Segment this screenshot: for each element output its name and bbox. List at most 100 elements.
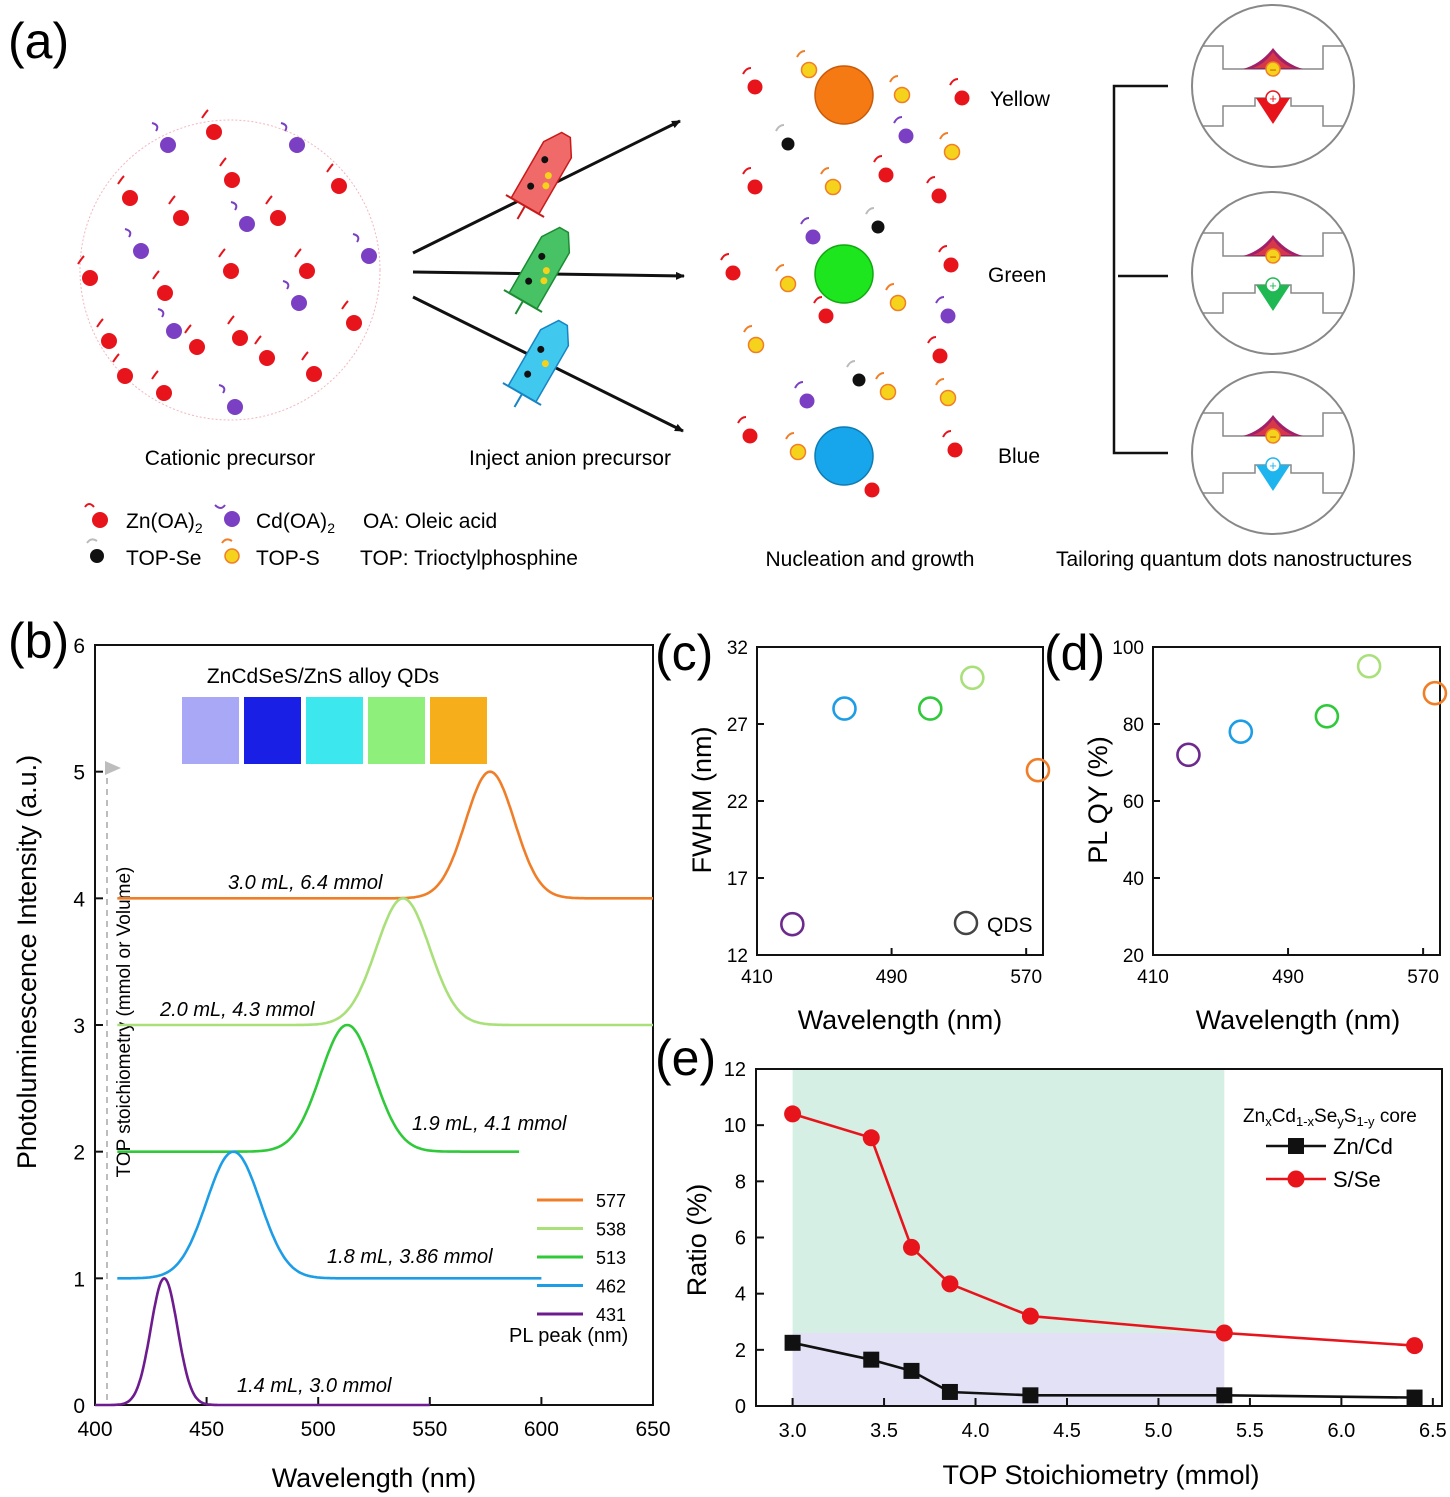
x-tick-label: 410: [1137, 967, 1169, 988]
hole-wavefunction-icon: [1256, 465, 1290, 491]
legend-title-part: 1-x: [1296, 1114, 1315, 1129]
x-tick-label: 570: [1010, 967, 1042, 988]
zn-precursor-icon: [270, 210, 286, 226]
top-s-molecule-icon: [939, 389, 957, 407]
pl-curve-577: [117, 770, 653, 900]
top-s-molecule-icon: [789, 443, 807, 461]
panel-d-axes: 410 490 570 20 40 60 80 100: [1112, 638, 1439, 988]
series-marker: [1406, 1389, 1423, 1406]
panel-a-label: (a): [8, 13, 69, 69]
ligand-tail-icon: [846, 360, 856, 368]
vial-swatch: [182, 697, 239, 764]
zn-precursor-icon: [101, 333, 117, 349]
y-tick-label: 12: [727, 946, 748, 967]
syringe-green-icon: [503, 226, 571, 315]
ligand-tail-icon: [117, 175, 125, 185]
x-tick-label: 400: [77, 1418, 112, 1441]
top-se-molecule-icon: [852, 373, 866, 387]
zn-precursor-icon: [82, 270, 98, 286]
electron-icon: [1265, 428, 1281, 444]
cd-precursor-icon: [133, 243, 149, 259]
ligand-tail-icon: [326, 163, 334, 173]
pl-curve-513: [117, 1023, 520, 1153]
curve-annotation-513: 1.9 mL, 4.1 mmol: [412, 1113, 567, 1135]
legend-label: Zn/Cd: [1333, 1134, 1393, 1159]
cd-precursor-icon: [289, 137, 305, 153]
top-se-molecule-icon: [781, 137, 795, 151]
ligand-tail-icon: [96, 318, 104, 328]
cd-molecule-icon: [805, 229, 821, 245]
y-tick-label: 8: [735, 1171, 746, 1193]
ligand-tail-icon: [893, 116, 903, 124]
y-tick-label: 20: [1123, 946, 1144, 967]
y-tick-label: 5: [73, 762, 85, 785]
legend-top-se: TOP-Se: [126, 547, 201, 570]
zn-precursor-icon: [157, 285, 173, 301]
electron-icon: [1265, 61, 1281, 77]
ligand-tail-icon: [938, 245, 948, 253]
ligand-tail-icon: [865, 207, 875, 215]
series-marker: [784, 1105, 802, 1123]
electron-wavefunction-icon: [1253, 52, 1293, 68]
curve-annotation-462: 1.8 mL, 3.86 mmol: [327, 1246, 493, 1268]
top-s-molecule-icon: [893, 86, 911, 104]
y-tick-label: 40: [1123, 869, 1144, 890]
yellow-qd-icon: [814, 65, 874, 125]
legend-title-part: 1-y: [1356, 1114, 1375, 1129]
series-marker: [1216, 1387, 1233, 1404]
series-marker: [941, 1383, 958, 1400]
cd-molecule-icon: [940, 308, 956, 324]
panel-d: (d) 410 490 570 20 40 60 80 100 PL QY (%) Wavel…: [1044, 625, 1448, 1035]
panel-b-title: ZnCdSeS/ZnS alloy QDs: [207, 665, 439, 688]
minus-symbol: −: [1269, 63, 1276, 77]
top-s-icon: [221, 538, 240, 564]
cd-precursor-icon: [160, 137, 176, 153]
panel-c-xlabel: Wavelength (nm): [798, 1005, 1003, 1035]
legend-marker: [1287, 1170, 1305, 1188]
series-marker: [1021, 1307, 1039, 1325]
top-s-molecule-icon: [879, 383, 897, 401]
pl-curve-431: [95, 1276, 430, 1407]
ligand-tail-icon: [935, 378, 945, 386]
ligand-tail-icon: [77, 255, 85, 265]
panel-d-points: [1176, 653, 1448, 768]
zn-precursor-icon: [306, 366, 322, 382]
data-point: [832, 696, 857, 721]
legend-title-part: x: [1265, 1114, 1272, 1129]
ligand-tail-icon: [775, 264, 785, 272]
data-point: [1314, 703, 1340, 729]
cationic-precursor-caption: Cationic precursor: [145, 447, 315, 470]
electron-icon: [1265, 248, 1281, 264]
ligand-tail-icon: [282, 280, 290, 290]
ligand-tail-icon: [742, 67, 752, 75]
precursor-legend: Zn(OA)2 Cd(OA)2 OA: Oleic acid TOP-Se TO…: [84, 503, 578, 570]
series-marker: [1406, 1337, 1424, 1355]
plus-symbol: +: [1269, 278, 1277, 293]
x-tick-label: 6.5: [1419, 1420, 1447, 1442]
legend-marker: [1288, 1138, 1304, 1154]
legend-label-462: 462: [596, 1277, 626, 1297]
ligand-tail-icon: [218, 384, 226, 394]
zn-precursor-icon: [224, 172, 240, 188]
data-point: [960, 665, 985, 691]
panel-e-ylabel: Ratio (%): [682, 1184, 712, 1297]
ligand-tail-icon: [184, 324, 192, 334]
ligand-tail-icon: [820, 167, 830, 175]
zn-precursor-icon: [346, 315, 362, 331]
panel-c-label: (c): [655, 625, 713, 681]
zn-precursor-icon: [122, 190, 138, 206]
x-tick-label: 3.5: [870, 1420, 898, 1442]
legend-label-513: 513: [596, 1248, 626, 1268]
x-tick-label: 550: [412, 1418, 447, 1441]
panel-b-axes: 400 450 500 550 600 650 0 1 2 3 4 5 6: [73, 635, 670, 1441]
x-tick-label: 4.0: [962, 1420, 990, 1442]
pl-curve-462: [117, 1150, 542, 1280]
nucleation-caption: Nucleation and growth: [766, 548, 975, 571]
hole-icon: [1265, 90, 1281, 106]
top-se-icon: [86, 538, 104, 563]
series-marker: [863, 1351, 880, 1368]
top-s-molecule-icon: [889, 294, 907, 312]
plus-symbol: +: [1269, 91, 1277, 106]
zn-molecule-icon: [947, 442, 963, 458]
ligand-tail-icon: [737, 416, 747, 424]
